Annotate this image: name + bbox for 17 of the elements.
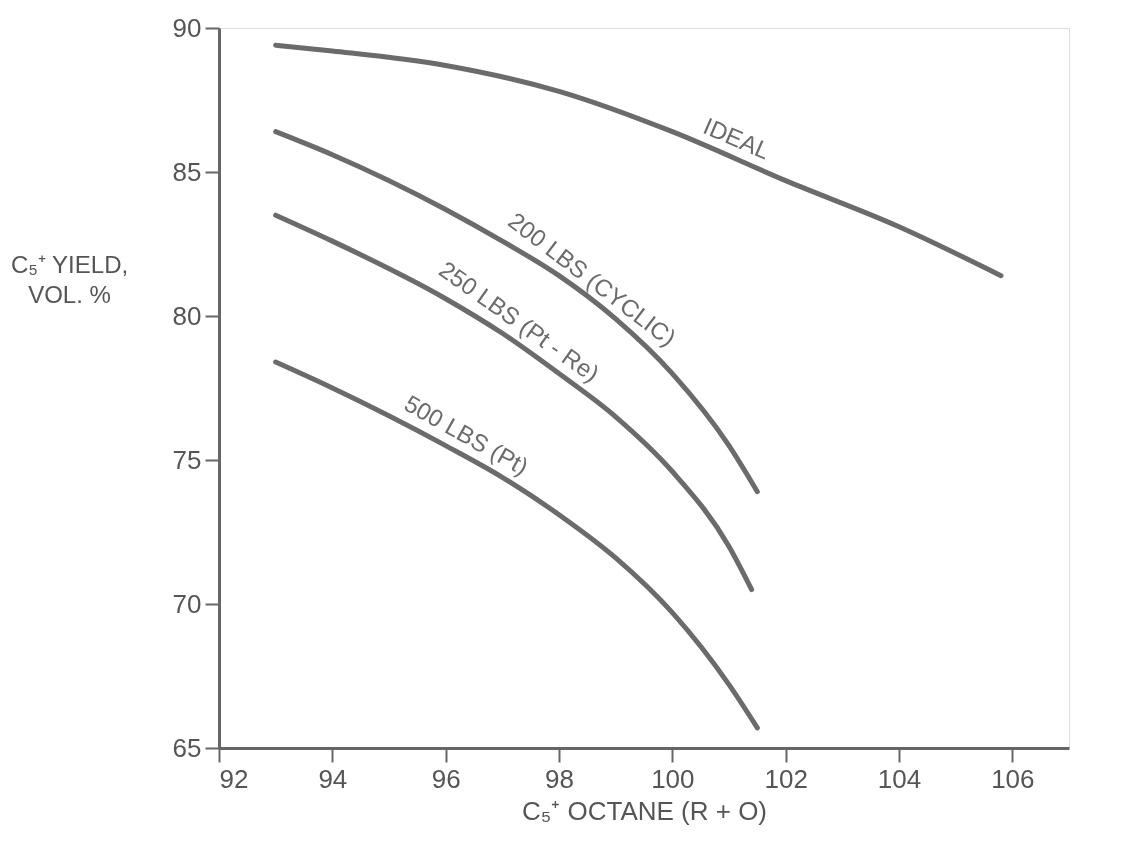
x-axis-title: C₅⁺ OCTANE (R + O): [521, 795, 768, 826]
text: 500 LBS (Pt): [399, 389, 534, 481]
y-tick-label: 90: [172, 12, 202, 43]
x-tick-label: 96: [431, 763, 461, 794]
x-tick-label: 106: [991, 763, 1035, 794]
x-tick-label: 92: [219, 763, 249, 794]
x-tick-label: 94: [318, 763, 348, 794]
x-tick-label: 100: [651, 763, 695, 794]
x-tick-label: 104: [877, 763, 922, 794]
y-tick-label: 70: [172, 588, 202, 619]
y-tick-label: 85: [172, 156, 202, 187]
y-tick-label: 80: [172, 300, 202, 331]
x-tick-label: 98: [545, 763, 574, 794]
y-tick-label: 65: [172, 732, 202, 763]
y-axis-title: C₅⁺ YIELD, VOL. %: [10, 251, 129, 309]
y-tick-label: 75: [172, 444, 202, 475]
x-tick-label: 102: [764, 763, 808, 794]
